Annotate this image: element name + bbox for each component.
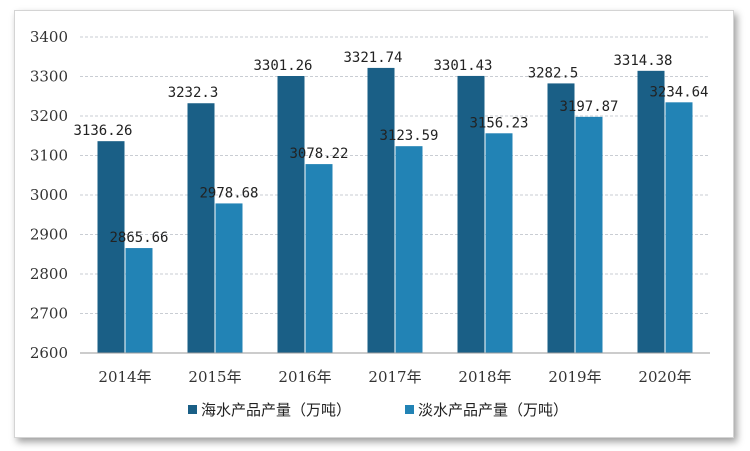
data-label: 3301.26 xyxy=(253,58,312,74)
data-label: 3301.43 xyxy=(433,58,492,74)
x-tick-label: 2016年 xyxy=(278,368,331,386)
bar-seawater xyxy=(547,83,575,353)
y-tick-label: 2600 xyxy=(30,344,68,362)
bar-freshwater xyxy=(395,146,423,353)
bar-seawater xyxy=(367,67,395,354)
y-tick-label: 2900 xyxy=(30,226,68,244)
bar-freshwater xyxy=(215,203,243,353)
x-axis-ticks: 2014年 2015年 2016年 2017年 2018年 2019年 2020年 xyxy=(98,368,691,386)
y-axis-ticks: 2600 2700 2800 2900 3000 3100 3200 3300 3400 xyxy=(30,28,68,362)
bars xyxy=(97,67,693,354)
data-labels: 3136.26 2865.66 3232.3 2978.68 3301.26 3078.2… xyxy=(73,50,708,246)
legend: 海水产品产量（万吨） 淡水产品产量（万吨） xyxy=(188,401,568,419)
bar-freshwater xyxy=(485,133,513,353)
y-tick-label: 3100 xyxy=(30,147,68,165)
bar-seawater xyxy=(277,76,305,354)
x-tick-label: 2017年 xyxy=(368,368,421,386)
data-label: 2978.68 xyxy=(199,185,258,201)
data-label: 3314.38 xyxy=(613,53,672,69)
bar-seawater xyxy=(97,141,125,353)
data-label: 3123.59 xyxy=(379,128,438,144)
y-tick-label: 3300 xyxy=(30,68,68,86)
legend-label: 海水产品产量（万吨） xyxy=(201,401,351,419)
bar-seawater xyxy=(637,70,665,354)
data-label: 2865.66 xyxy=(109,230,168,246)
data-label: 3321.74 xyxy=(343,50,402,66)
data-label: 3282.5 xyxy=(528,65,579,81)
data-label: 3078.22 xyxy=(289,146,348,162)
y-tick-label: 3400 xyxy=(30,28,68,46)
bar-freshwater xyxy=(575,116,603,354)
x-tick-label: 2020年 xyxy=(638,368,691,386)
bar-freshwater xyxy=(665,102,693,353)
legend-swatch xyxy=(405,405,414,414)
data-label: 3156.23 xyxy=(469,115,528,131)
y-tick-label: 2700 xyxy=(30,305,68,323)
data-label: 3234.64 xyxy=(649,84,708,100)
legend-label: 淡水产品产量（万吨） xyxy=(418,401,568,419)
y-tick-label: 3000 xyxy=(30,186,68,204)
x-tick-label: 2018年 xyxy=(458,368,511,386)
data-label: 3197.87 xyxy=(559,99,618,115)
x-tick-label: 2014年 xyxy=(98,368,151,386)
bar-seawater xyxy=(457,75,485,353)
y-tick-label: 2800 xyxy=(30,265,68,283)
y-tick-label: 3200 xyxy=(30,107,68,125)
data-label: 3232.3 xyxy=(168,85,219,101)
x-tick-label: 2015年 xyxy=(188,368,241,386)
bar-freshwater xyxy=(305,164,333,353)
bar-seawater xyxy=(187,103,215,353)
legend-swatch xyxy=(188,405,197,414)
data-label: 3136.26 xyxy=(73,123,132,139)
x-tick-label: 2019年 xyxy=(548,368,601,386)
bar-freshwater xyxy=(125,248,153,353)
